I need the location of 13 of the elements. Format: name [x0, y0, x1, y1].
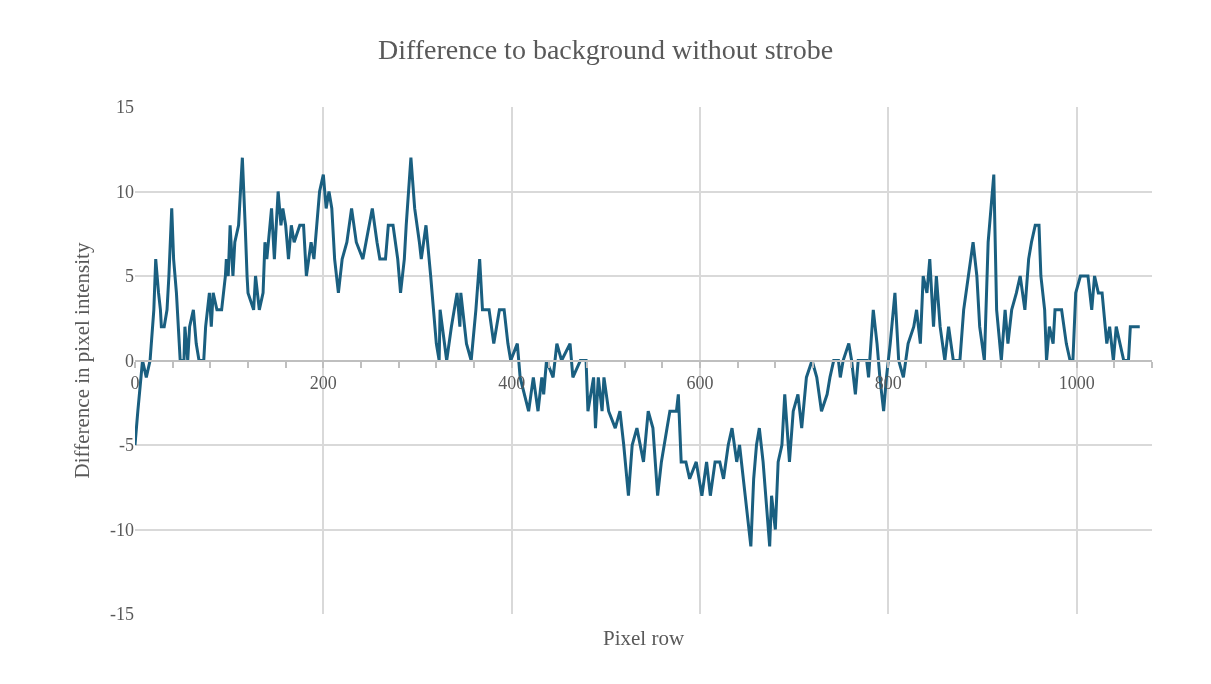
y-tick-label: 15 [116, 97, 134, 118]
y-tick-label: -15 [110, 604, 134, 625]
x-tick-label: 1000 [1058, 373, 1095, 394]
y-tick-label: 10 [116, 181, 134, 202]
y-tick-label: -5 [119, 435, 134, 456]
y-tick-label: 5 [125, 266, 134, 287]
x-tick-label: 200 [309, 373, 337, 394]
x-tick-label: 600 [686, 373, 714, 394]
y-axis-title: Difference in pixel intensity [70, 242, 95, 479]
x-axis-title: Pixel row [603, 626, 685, 650]
y-tick-label: 0 [125, 350, 134, 371]
chart-title: Difference to background without strobe [377, 34, 834, 66]
y-tick-label: -10 [110, 519, 134, 540]
